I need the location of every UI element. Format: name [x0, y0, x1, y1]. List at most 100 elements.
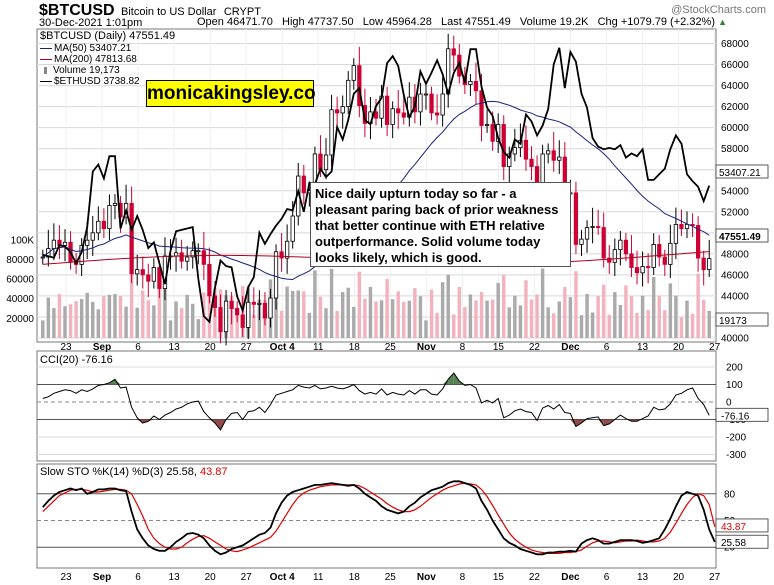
candle-body [451, 48, 456, 56]
sto-tick-label: 80 [724, 489, 736, 500]
x-axis-label: 18 [349, 342, 361, 353]
volume-bar [368, 286, 373, 338]
volume-bar [318, 296, 323, 338]
volume-bar [657, 295, 661, 338]
candle-body [135, 269, 140, 275]
x-axis-label: 15 [493, 342, 505, 353]
volume-bar [146, 300, 151, 338]
candle-body [529, 158, 534, 167]
volume-bar [374, 301, 378, 338]
candle-body [684, 224, 690, 230]
volume-bar [585, 294, 589, 338]
candle-body [679, 224, 684, 230]
x-axis-label: Nov [417, 342, 436, 353]
x-axis-label: 20 [205, 342, 217, 353]
cci-title: CCI(20) -76.16 [40, 354, 113, 366]
candle-body [434, 112, 440, 116]
candle-body [640, 266, 645, 274]
candle-body [701, 257, 706, 271]
ohlc-line: Open 46471.70 High 47737.50 Low 45964.28… [197, 16, 715, 28]
candle-body [268, 297, 273, 319]
volume-bar [629, 295, 634, 338]
volume-bar [163, 285, 167, 338]
candle-body [707, 258, 712, 271]
price-tick-label: 60000 [721, 123, 749, 134]
candle-body [607, 257, 612, 263]
candle-body [668, 242, 673, 265]
volume-bar [390, 299, 395, 338]
volume-bar [429, 289, 434, 338]
candle-body [335, 109, 340, 114]
volume-bar [613, 292, 617, 338]
volume-bar [102, 295, 106, 338]
candle-body [468, 80, 473, 85]
symbol-title: $BTCUSD [39, 2, 115, 19]
cci-plot [42, 372, 710, 431]
volume-bar [157, 283, 162, 338]
volume-bar [446, 274, 450, 338]
x-axis-label-bottom: 6 [604, 572, 610, 583]
candle-body [657, 243, 662, 258]
candle-body [373, 111, 379, 119]
candle-body [185, 256, 190, 262]
price-tick-label: 40000 [721, 334, 749, 345]
value-labels: 53407.21 47551.49 19173 -76.16 43.87 25.58 [715, 164, 769, 549]
volume-bar [646, 310, 650, 338]
volume-bar [651, 277, 656, 338]
legend-eth: $ETHUSD 3738.82 [54, 76, 140, 87]
candle-body [523, 139, 529, 160]
sto-d-label: 25.58 [721, 538, 746, 549]
volume-value-label: 19173 [719, 316, 747, 327]
candle-body [229, 300, 234, 309]
candle-body [390, 108, 395, 125]
last-price-label: 47551.49 [719, 232, 761, 243]
volume-bar [707, 310, 711, 338]
x-axis-label: 6 [604, 342, 610, 353]
candle-body [573, 192, 579, 245]
ma50-value-label: 53407.21 [719, 168, 761, 179]
volume-bar [346, 287, 350, 338]
candle-body [323, 154, 329, 171]
legend: $BTCUSD (Daily) 47551.49 MA(50) 53407.21… [40, 30, 175, 87]
price-tick-label: 44000 [721, 291, 749, 302]
x-axis-label-bottom: 27 [709, 572, 721, 583]
x-axis-label-bottom: 13 [169, 572, 181, 583]
x-axis-label: 6 [135, 342, 141, 353]
candle-body [301, 175, 306, 194]
volume-bar [129, 262, 134, 338]
volume-bar [402, 301, 406, 338]
volume-bar [485, 300, 489, 338]
candle-body [418, 93, 423, 113]
candle-body [40, 256, 45, 259]
candle-body [351, 65, 356, 81]
candle-body [601, 227, 606, 259]
candle-body [596, 226, 601, 228]
volume-bar [513, 295, 517, 338]
legend-volume: Volume 19,173 [53, 65, 120, 76]
price-tick-label: 46000 [721, 270, 749, 281]
candle-body [396, 108, 401, 114]
volume-bar [507, 307, 512, 338]
candle-body [673, 224, 679, 244]
cci-tick-label: 100 [726, 380, 743, 391]
candle-body [579, 238, 584, 245]
volume-bar [41, 320, 45, 338]
cci-value-label: -76.16 [721, 411, 750, 422]
volume-bar [557, 301, 561, 338]
candle-body [551, 150, 556, 161]
x-axis-label-bottom: 13 [637, 572, 649, 583]
x-axis-label: 27 [709, 342, 721, 353]
x-axis-label-bottom: 27 [241, 572, 253, 583]
volume-bar [141, 290, 145, 338]
eth-overlay-line [42, 47, 711, 324]
x-axis-label-bottom: 6 [135, 572, 141, 583]
candle-body [634, 267, 640, 274]
sto-k-line [42, 480, 716, 556]
candle-body [340, 106, 345, 114]
cci-positive-fill [442, 379, 449, 385]
x-axis-label: 23 [60, 342, 72, 353]
watermark-logo: monicakingsley.co [146, 80, 316, 107]
volume-bar [674, 295, 678, 338]
candle-body [279, 251, 284, 259]
